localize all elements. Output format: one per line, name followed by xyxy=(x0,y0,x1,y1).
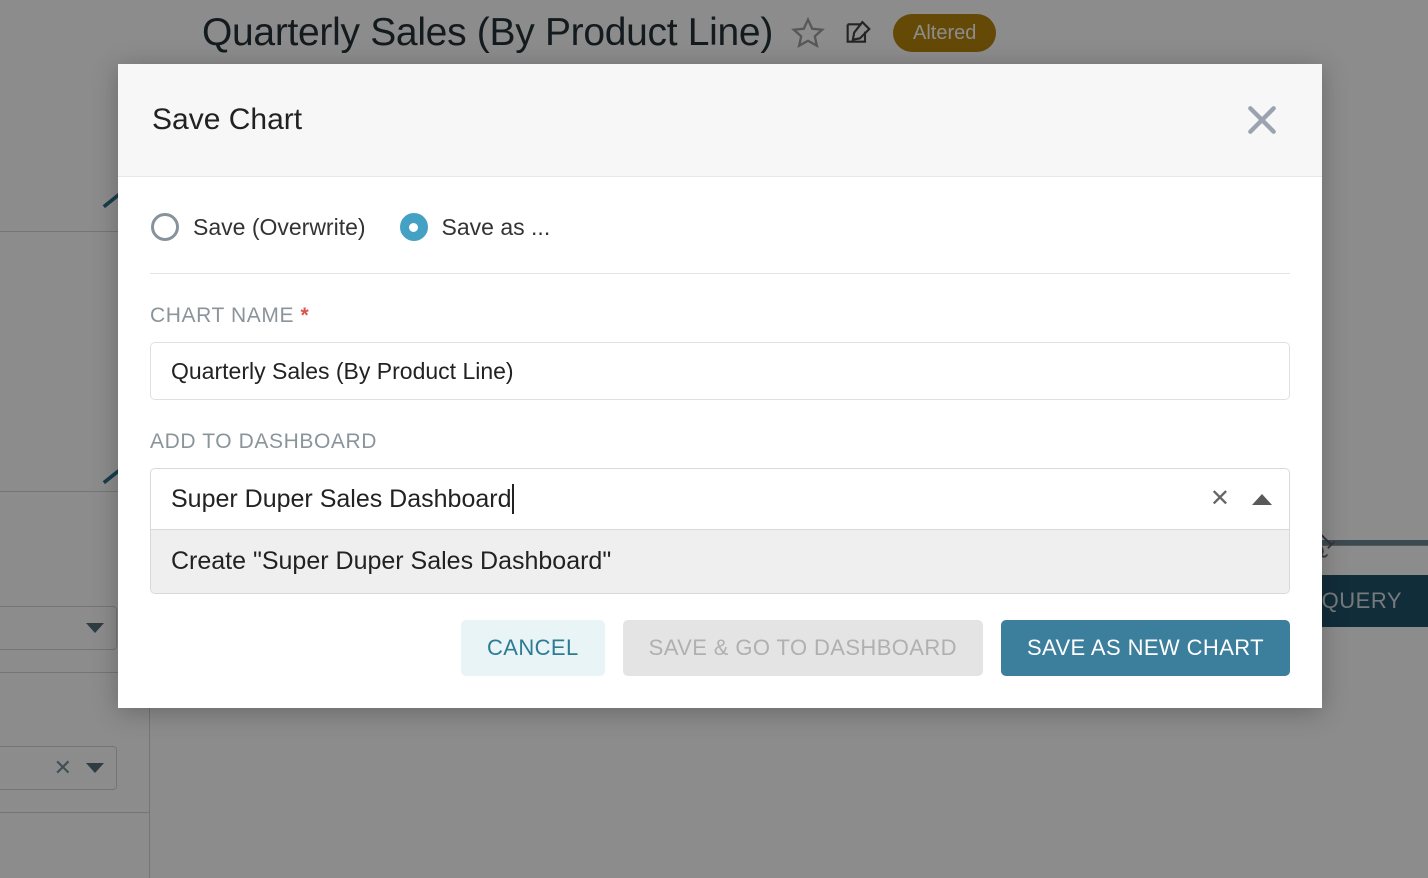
radio-dot xyxy=(409,222,419,232)
save-and-go-to-dashboard-button[interactable]: SAVE & GO TO DASHBOARD xyxy=(622,620,983,676)
save-mode-radio-group: Save (Overwrite) Save as ... xyxy=(150,213,1290,241)
chart-name-input[interactable] xyxy=(150,342,1290,400)
required-marker: * xyxy=(300,304,310,327)
dashboard-combobox-input[interactable]: Super Duper Sales Dashboard xyxy=(150,468,1290,530)
add-to-dashboard-label: ADD TO DASHBOARD xyxy=(150,430,378,453)
radio-save-as-label: Save as ... xyxy=(441,213,551,240)
star-icon[interactable] xyxy=(791,16,825,50)
chart-bar xyxy=(1301,540,1428,546)
clear-icon[interactable]: ✕ xyxy=(53,755,72,780)
status-badge: Altered xyxy=(893,14,997,52)
radio-indicator-checked[interactable] xyxy=(399,213,428,241)
modal-footer: CANCEL SAVE & GO TO DASHBOARD SAVE AS NE… xyxy=(118,594,1322,708)
section-divider xyxy=(150,273,1290,274)
modal-title: Save Chart xyxy=(152,103,303,136)
chart-name-label-text: CHART NAME xyxy=(150,304,295,327)
radio-save-overwrite-label: Save (Overwrite) xyxy=(193,213,366,240)
caret-up-icon[interactable] xyxy=(1252,493,1272,505)
dashboard-options-menu: Create "Super Duper Sales Dashboard" xyxy=(150,530,1290,594)
save-as-new-chart-button[interactable]: SAVE AS NEW CHART xyxy=(1000,620,1290,676)
sidebar-select-1[interactable] xyxy=(0,606,117,650)
modal-header: Save Chart xyxy=(118,64,1322,177)
page-title: Quarterly Sales (By Product Line) xyxy=(202,11,774,54)
sidebar-select-2[interactable]: ✕ xyxy=(0,746,117,790)
dashboard-combobox-icons: ✕ xyxy=(1210,468,1272,530)
edit-icon[interactable] xyxy=(843,17,875,49)
cancel-button[interactable]: CANCEL xyxy=(460,620,605,676)
caret-down-icon[interactable] xyxy=(86,763,104,773)
radio-save-overwrite[interactable]: Save (Overwrite) xyxy=(151,213,366,241)
modal-body: Save (Overwrite) Save as ... CHART NAME … xyxy=(118,177,1322,594)
sidebar-divider xyxy=(0,672,149,673)
save-chart-modal: Save Chart Save (Overwrite) Save as ... xyxy=(118,64,1322,708)
close-icon[interactable] xyxy=(1236,94,1288,146)
chart-header: Quarterly Sales (By Product Line) Altere… xyxy=(150,0,1428,66)
dashboard-option-create[interactable]: Create "Super Duper Sales Dashboard" xyxy=(151,530,1289,593)
radio-indicator-unchecked[interactable] xyxy=(151,213,179,241)
dashboard-combobox-value: Super Duper Sales Dashboard xyxy=(171,484,512,513)
run-query-label: QUERY xyxy=(1321,588,1402,613)
radio-save-as[interactable]: Save as ... xyxy=(399,213,551,241)
text-cursor xyxy=(512,484,515,514)
close-icon[interactable]: ✕ xyxy=(1209,485,1230,512)
dashboard-combobox: Super Duper Sales Dashboard ✕ Create "Su… xyxy=(150,468,1290,594)
chart-name-label: CHART NAME * xyxy=(150,304,1290,328)
sidebar-divider xyxy=(0,812,149,813)
caret-down-icon[interactable] xyxy=(86,623,104,633)
